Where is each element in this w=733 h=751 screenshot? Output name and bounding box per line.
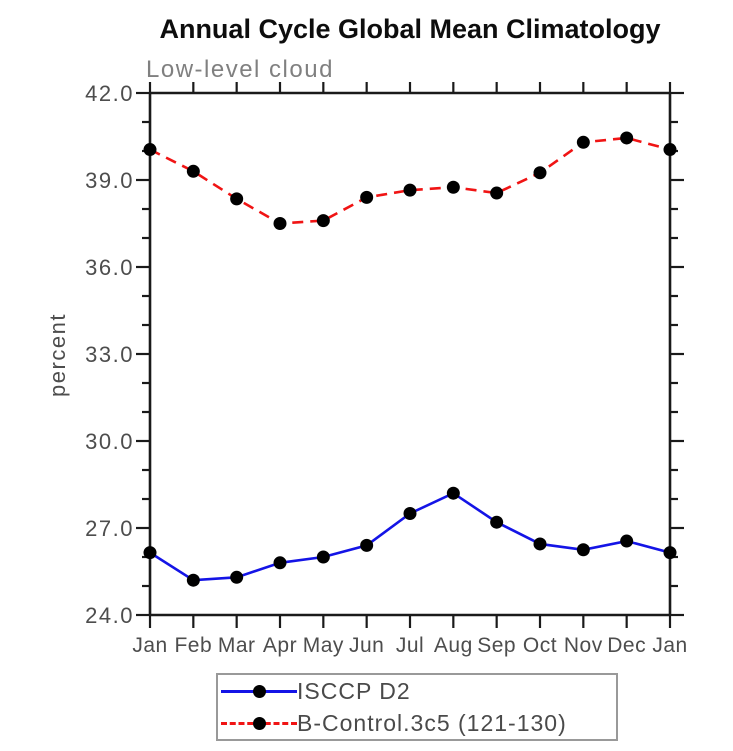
legend-marker-dot <box>253 684 266 698</box>
data-point-marker <box>360 190 374 204</box>
data-point-marker <box>576 543 590 557</box>
y-tick-label: 30.0 <box>85 429 134 454</box>
y-tick-label: 36.0 <box>85 255 134 280</box>
x-tick-label: Jul <box>396 634 424 657</box>
data-point-marker <box>490 186 504 200</box>
y-tick-label: 33.0 <box>85 342 134 367</box>
data-point-marker <box>663 143 677 157</box>
x-tick-label: Mar <box>218 634 256 657</box>
x-tick-label: Feb <box>174 634 212 657</box>
y-tick-label: 24.0 <box>85 603 134 628</box>
legend-entry: ISCCP D2 <box>218 675 616 707</box>
y-tick-label: 27.0 <box>85 516 134 541</box>
x-tick-label: Oct <box>523 634 557 657</box>
x-tick-label: Jan <box>652 634 687 657</box>
data-point-marker <box>446 486 460 500</box>
y-tick-label: 42.0 <box>85 81 134 106</box>
data-point-marker <box>316 550 330 564</box>
y-tick-label: 39.0 <box>85 168 134 193</box>
data-point-marker <box>230 192 244 206</box>
data-point-marker <box>186 164 200 178</box>
legend-label: B-Control.3c5 (121-130) <box>297 709 567 736</box>
legend-box: ISCCP D2 B-Control.3c5 (121-130) <box>216 673 618 741</box>
legend-line-sample-solid <box>221 684 297 698</box>
x-tick-label: Dec <box>607 634 646 657</box>
data-point-marker <box>620 534 634 548</box>
legend-marker-dot <box>253 716 266 730</box>
data-point-marker <box>446 180 460 194</box>
legend-entry: B-Control.3c5 (121-130) <box>218 707 616 739</box>
data-point-marker <box>143 143 157 157</box>
x-tick-label: Sep <box>477 634 516 657</box>
series-line <box>149 136 671 225</box>
x-tick-label: May <box>303 634 344 657</box>
data-point-marker <box>576 135 590 149</box>
series-line <box>149 491 671 582</box>
legend-line-sample-dashed <box>221 716 297 730</box>
data-point-marker <box>186 573 200 587</box>
x-tick-label: Nov <box>564 634 603 657</box>
data-point-marker <box>143 546 157 560</box>
data-point-marker <box>490 515 504 529</box>
data-point-marker <box>663 546 677 560</box>
data-point-marker <box>403 183 417 197</box>
data-point-marker <box>360 538 374 552</box>
data-point-marker <box>403 507 417 520</box>
legend-label: ISCCP D2 <box>297 677 411 704</box>
data-point-marker <box>620 131 634 145</box>
x-tick-label: Jun <box>349 634 384 657</box>
data-point-marker <box>316 214 330 228</box>
data-point-marker <box>273 556 287 570</box>
x-tick-label: Aug <box>434 634 473 657</box>
data-point-marker <box>273 217 287 230</box>
data-point-marker <box>533 537 547 551</box>
data-point-marker <box>533 166 547 180</box>
chart-title: Annual Cycle Global Mean Climatology <box>159 14 661 44</box>
x-tick-label: Apr <box>263 634 297 657</box>
data-point-marker <box>230 570 244 584</box>
chart-subtitle: Low-level cloud <box>146 56 334 83</box>
x-tick-label: Jan <box>132 634 167 657</box>
